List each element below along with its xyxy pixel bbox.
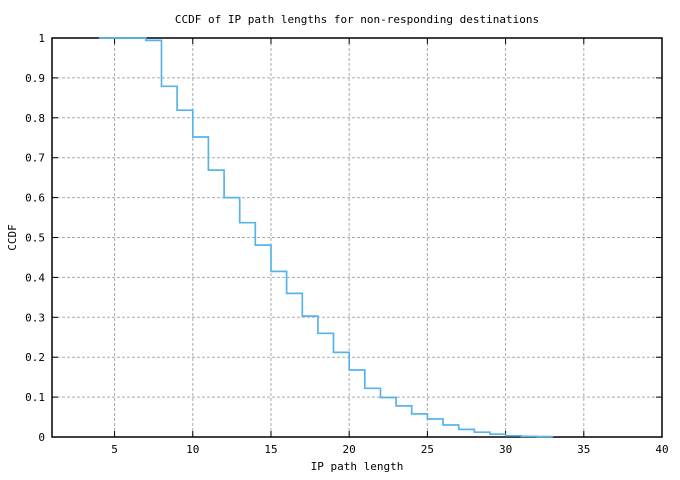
y-tick-label: 0.7 xyxy=(25,152,45,165)
y-tick-label: 0.1 xyxy=(25,391,45,404)
chart-title: CCDF of IP path lengths for non-respondi… xyxy=(175,13,539,26)
x-axis-label: IP path length xyxy=(311,460,404,473)
x-tick-label: 25 xyxy=(421,443,434,456)
y-tick-label: 0.2 xyxy=(25,351,45,364)
y-tick-label: 0.5 xyxy=(25,232,45,245)
plot-border xyxy=(51,37,663,438)
x-tick-label: 40 xyxy=(655,443,668,456)
grid-layer xyxy=(52,38,662,437)
x-tick-label: 35 xyxy=(577,443,590,456)
x-tick-label: 5 xyxy=(111,443,118,456)
x-tick-label: 10 xyxy=(186,443,199,456)
tick-labels-layer: 5 10 15 20 25 30 35 40 0 0.1 0.2 0.3 0.4 0.5 0.6 0.7 0.8… xyxy=(25,32,669,456)
y-tick-label: 0.9 xyxy=(25,72,45,85)
y-tick-label: 1 xyxy=(38,32,45,45)
x-tick-label: 30 xyxy=(499,443,512,456)
y-tick-label: 0.4 xyxy=(25,271,45,284)
y-axis-label: CCDF xyxy=(6,224,19,251)
y-tick-label: 0.3 xyxy=(25,311,45,324)
y-tick-label: 0.6 xyxy=(25,192,45,205)
ccdf-step-line xyxy=(98,37,554,438)
y-tick-label: 0 xyxy=(38,431,45,444)
x-tick-label: 15 xyxy=(264,443,277,456)
x-tick-label: 20 xyxy=(343,443,356,456)
y-tick-label: 0.8 xyxy=(25,112,45,125)
